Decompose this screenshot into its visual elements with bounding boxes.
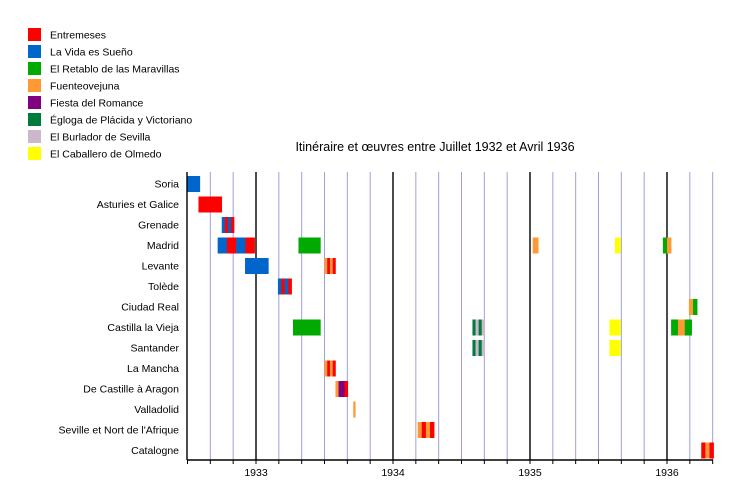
- bar-segment: [709, 442, 714, 459]
- legend-label: Égloga de Plácida y Victoriano: [50, 114, 192, 127]
- bar-segment: [292, 319, 321, 336]
- bar-segment: [277, 278, 282, 295]
- bar-segment: [198, 196, 223, 213]
- legend-label: Entremeses: [50, 30, 106, 42]
- bar-segment: [288, 278, 292, 295]
- bar-segment: [329, 360, 334, 377]
- row-label: Tolède: [148, 281, 179, 293]
- bar-segment: [327, 258, 331, 274]
- bar-segment: [662, 237, 668, 254]
- grid: [209, 172, 714, 460]
- bar-segment: [421, 422, 427, 438]
- row-label: Seville et Nort de l'Afrique: [59, 425, 180, 437]
- bar-segment: [221, 217, 226, 233]
- bar-segment: [329, 258, 334, 274]
- x-tick-label: 1936: [655, 467, 679, 479]
- bar-segment: [298, 237, 321, 254]
- row-label: Castilla la Vieja: [107, 322, 179, 334]
- bar-segment: [429, 422, 435, 438]
- bar-segment: [324, 360, 328, 377]
- legend-swatch: [28, 96, 41, 109]
- row-label: Ciudad Real: [121, 302, 179, 314]
- bar-segment: [684, 319, 692, 336]
- bar-segment: [332, 360, 336, 377]
- legend-swatch: [28, 147, 41, 160]
- bar-segment: [245, 258, 269, 274]
- row-label: Santander: [131, 343, 180, 355]
- bar-segment: [344, 381, 349, 397]
- legend-swatch: [28, 45, 41, 58]
- x-tick-label: 1933: [244, 467, 268, 479]
- bar-segment: [281, 278, 286, 295]
- bar-segment: [475, 340, 479, 356]
- legend-swatch: [28, 62, 41, 75]
- x-tick-label: 1935: [518, 467, 542, 479]
- bar-segment: [671, 319, 679, 336]
- bar-segment: [478, 340, 483, 356]
- chart-title: Itinéraire et œuvres entre Juillet 1932 …: [295, 140, 574, 154]
- bar-segment: [230, 217, 235, 233]
- legend-label: El Retablo de las Maravillas: [50, 64, 180, 76]
- legend-swatch: [28, 79, 41, 92]
- legend-swatch: [28, 130, 41, 143]
- bar-segment: [478, 319, 483, 336]
- bar-segment: [217, 237, 228, 254]
- bar-segment: [481, 340, 486, 356]
- legend-label: El Caballero de Olmedo: [50, 149, 162, 161]
- legend-label: La Vida es Sueño: [50, 47, 133, 59]
- bar-segment: [227, 217, 232, 233]
- legend-label: El Burlador de Sevilla: [50, 132, 151, 144]
- row-label: La Mancha: [127, 363, 179, 375]
- bar-segment: [324, 258, 328, 274]
- bar-segment: [284, 278, 289, 295]
- bar-segment: [417, 422, 423, 438]
- row-label: Madrid: [147, 240, 179, 252]
- x-tick-label: 1934: [381, 467, 405, 479]
- legend: Entremeses La Vida es Sueño El Retablo de …: [28, 28, 192, 161]
- row-label: De Castille à Aragon: [83, 384, 179, 396]
- legend-label: Fuenteovejuna: [50, 81, 120, 93]
- row-label: Grenade: [138, 220, 179, 232]
- bar-segment: [335, 381, 339, 397]
- bar-segment: [701, 442, 706, 459]
- bar-segment: [338, 381, 342, 397]
- bar-segment: [187, 176, 201, 192]
- bar-segment: [236, 237, 246, 254]
- bars: [187, 176, 714, 459]
- legend-swatch: [28, 28, 41, 41]
- bar-segment: [609, 340, 621, 356]
- row-label: Levante: [142, 261, 180, 273]
- axes: 1933 1934 1935 1936 Soria Asturies et Galice G…: [59, 172, 714, 479]
- bar-segment: [705, 442, 710, 459]
- row-label: Soria: [154, 179, 179, 191]
- bar-segment: [327, 360, 331, 377]
- bar-segment: [472, 340, 476, 356]
- bar-segment: [226, 237, 237, 254]
- bar-segment: [614, 237, 621, 254]
- bar-segment: [245, 237, 255, 254]
- bar-segment: [475, 319, 479, 336]
- bar-segment: [425, 422, 431, 438]
- row-label: Catalogne: [131, 445, 179, 457]
- bar-segment: [609, 319, 621, 336]
- legend-swatch: [28, 113, 41, 126]
- bar-segment: [693, 299, 698, 315]
- bar-segment: [472, 319, 476, 336]
- legend-label: Fiesta del Romance: [50, 98, 144, 110]
- bar-segment: [667, 237, 672, 254]
- bar-segment: [224, 217, 229, 233]
- bar-segment: [688, 299, 694, 315]
- row-label: Valladolid: [134, 404, 179, 416]
- bar-segment: [332, 258, 336, 274]
- bar-segment: [481, 319, 486, 336]
- bar-segment: [341, 381, 346, 397]
- bar-segment: [532, 237, 539, 254]
- bar-segment: [353, 401, 356, 418]
- row-label: Asturies et Galice: [97, 199, 179, 211]
- bar-segment: [677, 319, 686, 336]
